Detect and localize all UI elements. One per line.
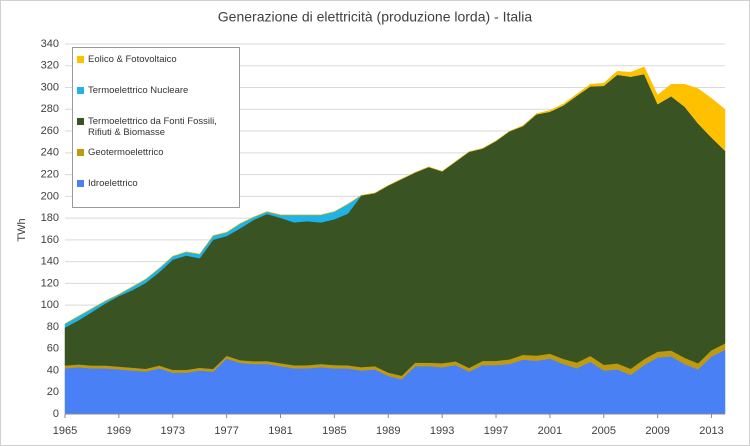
y-tick-label: 300 xyxy=(41,81,59,93)
legend-swatch xyxy=(77,149,84,156)
legend-label: Geotermoelettrico xyxy=(88,147,164,158)
y-tick-label: 100 xyxy=(41,299,59,311)
x-tick-label: 1989 xyxy=(376,425,400,437)
chart-title: Generazione di elettricità (produzione l… xyxy=(218,9,533,25)
x-tick-label: 1965 xyxy=(53,425,77,437)
legend-swatch xyxy=(77,180,84,187)
legend-label: Termoelettrico Nucleare xyxy=(88,85,189,96)
y-tick-label: 280 xyxy=(41,103,59,115)
x-tick-label: 2013 xyxy=(699,425,723,437)
legend-swatch xyxy=(77,118,84,125)
legend-label: Eolico & Fotovoltaico xyxy=(88,54,177,65)
x-tick-label: 1997 xyxy=(484,425,508,437)
legend-item: Idroelettrico xyxy=(77,178,235,209)
legend-swatch xyxy=(77,56,84,63)
x-tick-label: 1993 xyxy=(430,425,454,437)
x-tick-label: 2005 xyxy=(592,425,616,437)
y-tick-label: 340 xyxy=(41,38,59,50)
y-tick-label: 80 xyxy=(47,321,59,333)
legend: Eolico & Fotovoltaico Termoelettrico Nucl… xyxy=(72,47,240,208)
areas xyxy=(64,66,726,415)
x-tick-label: 2009 xyxy=(645,425,669,437)
y-tick-label: 180 xyxy=(41,212,59,224)
y-tick-label: 60 xyxy=(47,343,59,355)
x-tick-label: 1977 xyxy=(214,425,238,437)
y-axis-label: TWh xyxy=(16,218,28,241)
x-tick-label: 1973 xyxy=(161,425,185,437)
y-tick-label: 220 xyxy=(41,168,59,180)
y-tick-label: 200 xyxy=(41,190,59,202)
x-tick-label: 1969 xyxy=(107,425,131,437)
x-tick-label: 1981 xyxy=(268,425,292,437)
legend-item: Geotermoelettrico xyxy=(77,147,235,178)
legend-item: Termoelettrico da Fonti Fossili, Rifiuti… xyxy=(77,116,235,147)
legend-item: Eolico & Fotovoltaico xyxy=(77,54,235,85)
y-tick-label: 0 xyxy=(53,408,59,420)
y-tick-label: 240 xyxy=(41,147,59,159)
legend-label: Idroelettrico xyxy=(88,178,138,189)
y-tick-label: 140 xyxy=(41,256,59,268)
legend-item: Termoelettrico Nucleare xyxy=(77,85,235,116)
x-tick-label: 1985 xyxy=(322,425,346,437)
y-tick-label: 260 xyxy=(41,125,59,137)
y-tick-label: 20 xyxy=(47,386,59,398)
y-tick-label: 120 xyxy=(41,277,59,289)
y-tick-label: 320 xyxy=(41,60,59,72)
y-tick-label: 160 xyxy=(41,234,59,246)
legend-label: Termoelettrico da Fonti Fossili, Rifiuti… xyxy=(88,116,217,138)
legend-swatch xyxy=(77,87,84,94)
area xyxy=(64,66,726,324)
y-tick-label: 40 xyxy=(47,364,59,376)
x-tick-label: 2001 xyxy=(538,425,562,437)
